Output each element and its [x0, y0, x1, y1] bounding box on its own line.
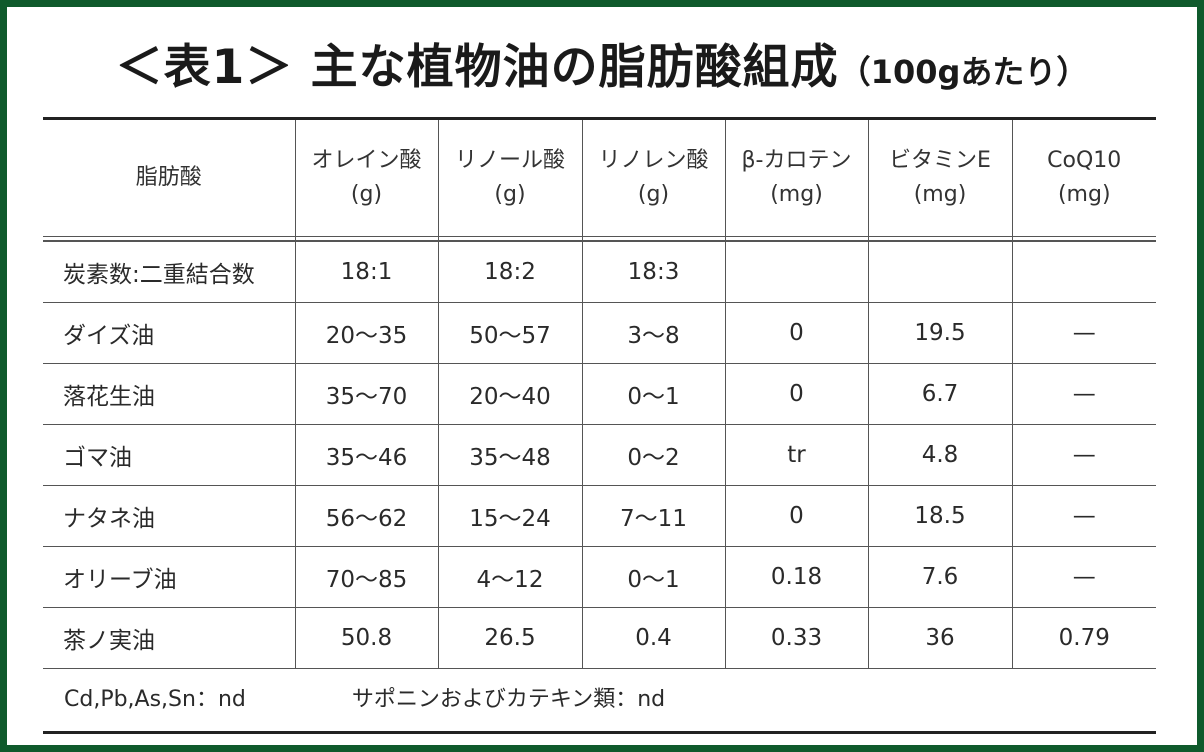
table-cell: 18:2	[438, 241, 583, 303]
table-cell: —	[1012, 546, 1156, 608]
table-cell: —	[1012, 485, 1156, 547]
page-title: ＜表1＞ 主な植物油の脂肪酸組成（100gあたり）	[0, 38, 1204, 102]
table-row: ゴマ油 35〜46 35〜48 0〜2 tr 4.8 —	[43, 424, 1156, 486]
table-cell: —	[1012, 302, 1156, 364]
table-row: 炭素数:二重結合数 18:1 18:2 18:3	[43, 241, 1156, 303]
table-cell: 0	[725, 363, 869, 425]
table-cell: 7〜11	[582, 485, 726, 547]
table-cell: 18:1	[295, 241, 439, 303]
row-label: 炭素数:二重結合数	[43, 241, 296, 303]
table-row: オリーブ油 70〜85 4〜12 0〜1 0.18 7.6 —	[43, 546, 1156, 608]
table-cell: 18.5	[868, 485, 1013, 547]
title-subtitle: （100gあたり）	[838, 53, 1089, 91]
table-cell: 50〜57	[438, 302, 583, 364]
table-cell: 56〜62	[295, 485, 439, 547]
title-main: ＜表1＞ 主な植物油の脂肪酸組成	[115, 40, 839, 95]
row-label: ナタネ油	[43, 485, 296, 547]
table-cell: 50.8	[295, 607, 439, 669]
footnote-heavy-metals: Cd,Pb,As,Sn：nd	[64, 687, 246, 712]
table-cell: 20〜40	[438, 363, 583, 425]
table-cell	[868, 241, 1013, 303]
footnote-saponin-catechin: サポニンおよびカテキン類：nd	[351, 687, 666, 712]
table-cell: 26.5	[438, 607, 583, 669]
header-divider-row	[43, 236, 1156, 242]
row-label: オリーブ油	[43, 546, 296, 608]
table-row: 落花生油 35〜70 20〜40 0〜1 0 6.7 —	[43, 363, 1156, 425]
table-cell: tr	[725, 424, 869, 486]
fatty-acid-table: 脂肪酸 オレイン酸 (g) リノール酸 (g) リノレン酸 (g) β-カロテン (mg…	[43, 120, 1156, 669]
table-cell: 0.79	[1012, 607, 1156, 669]
table-cell: 0	[725, 302, 869, 364]
table-cell: 0.33	[725, 607, 869, 669]
table-cell: 70〜85	[295, 546, 439, 608]
header-row: 脂肪酸 オレイン酸 (g) リノール酸 (g) リノレン酸 (g) β-カロテン (mg…	[43, 120, 1156, 236]
table-cell: 6.7	[868, 363, 1013, 425]
table-cell: 0〜1	[582, 363, 726, 425]
header-fatty-acid: 脂肪酸	[43, 120, 296, 236]
table-cell: 7.6	[868, 546, 1013, 608]
table-cell: 4〜12	[438, 546, 583, 608]
header-coq10: CoQ10 (mg)	[1047, 148, 1122, 207]
table-cell: 4.8	[868, 424, 1013, 486]
header-linolenic-acid: リノレン酸 (g)	[582, 120, 726, 236]
top-rule	[43, 117, 1156, 120]
table-row: 茶ノ実油 50.8 26.5 0.4 0.33 36 0.79	[43, 607, 1156, 669]
table-cell: 0	[725, 485, 869, 547]
table-cell	[1012, 241, 1156, 303]
table-cell: 0〜2	[582, 424, 726, 486]
header-vitamin-e: ビタミンE (mg)	[868, 120, 1013, 236]
table-cell: 15〜24	[438, 485, 583, 547]
footnote: Cd,Pb,As,Sn：nd サポニンおよびカテキン類：nd	[64, 682, 665, 718]
header-oleic-acid: オレイン酸 (g)	[295, 120, 439, 236]
row-label: ゴマ油	[43, 424, 296, 486]
table-cell: —	[1012, 363, 1156, 425]
table-cell: 19.5	[868, 302, 1013, 364]
row-label: 落花生油	[43, 363, 296, 425]
table-cell: 0〜1	[582, 546, 726, 608]
table-cell: 35〜70	[295, 363, 439, 425]
row-label: ダイズ油	[43, 302, 296, 364]
table-row: ダイズ油 20〜35 50〜57 3〜8 0 19.5 —	[43, 302, 1156, 364]
table-cell: 35〜48	[438, 424, 583, 486]
header-linoleic-acid: リノール酸 (g)	[438, 120, 583, 236]
table-cell: 3〜8	[582, 302, 726, 364]
header-beta-carotene: β-カロテン (mg)	[725, 120, 869, 236]
table-cell: 18:3	[582, 241, 726, 303]
table-row: ナタネ油 56〜62 15〜24 7〜11 0 18.5 —	[43, 485, 1156, 547]
table-cell: 35〜46	[295, 424, 439, 486]
table-cell: 20〜35	[295, 302, 439, 364]
table-cell: 36	[868, 607, 1013, 669]
table-cell: 0.4	[582, 607, 726, 669]
table-cell	[725, 241, 869, 303]
table-cell: 0.18	[725, 546, 869, 608]
table-cell: —	[1012, 424, 1156, 486]
bottom-rule	[43, 731, 1156, 734]
row-label: 茶ノ実油	[43, 607, 296, 669]
